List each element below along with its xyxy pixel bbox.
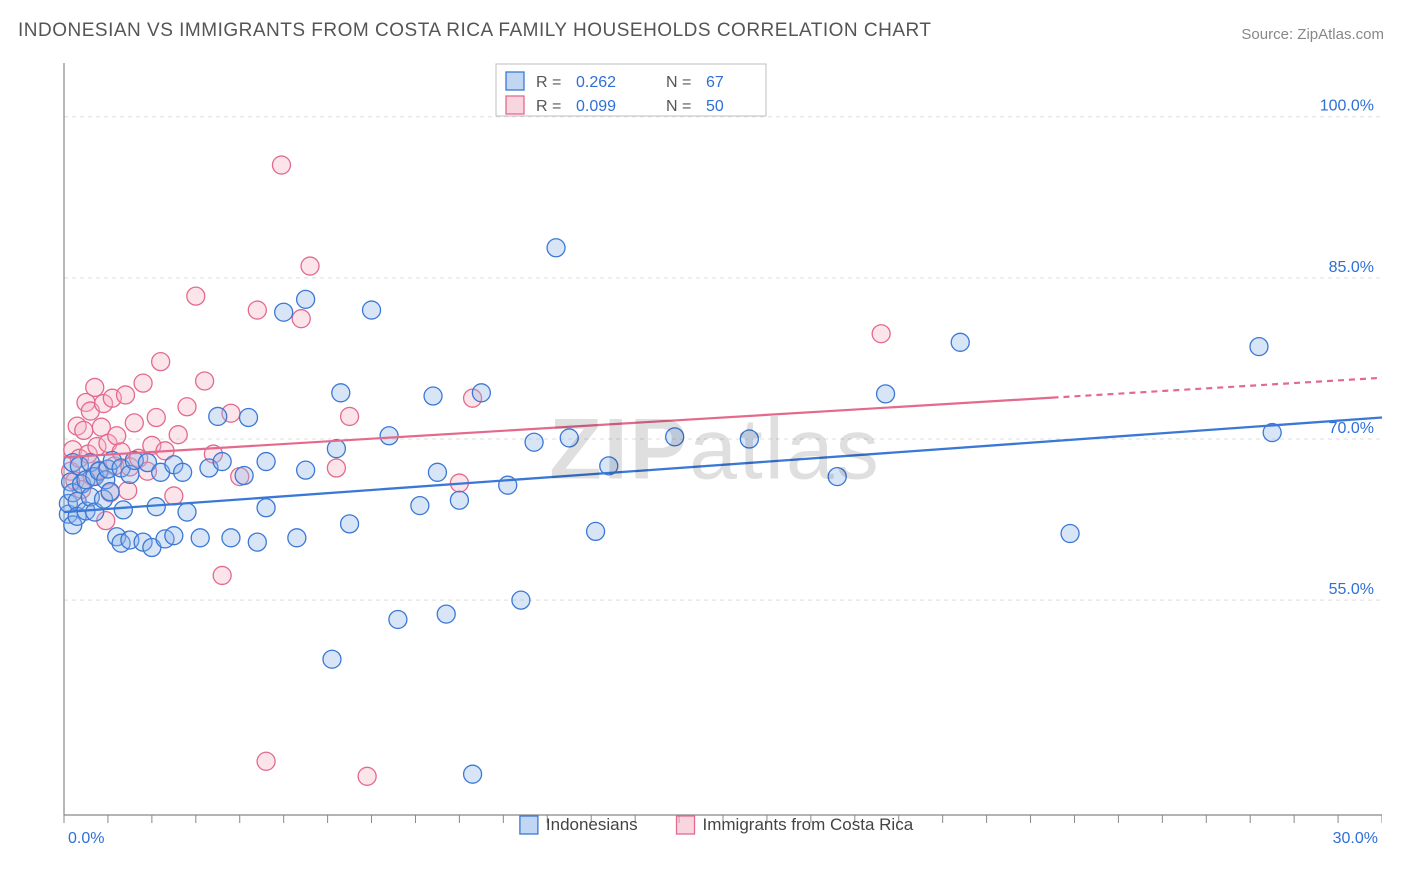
svg-text:70.0%: 70.0%: [1329, 420, 1374, 437]
svg-text:Indonesians: Indonesians: [546, 815, 638, 834]
chart-svg: 55.0%70.0%85.0%100.0%0.0%30.0%Family Hou…: [48, 55, 1382, 845]
source-link[interactable]: ZipAtlas.com: [1297, 26, 1384, 43]
svg-text:100.0%: 100.0%: [1320, 98, 1374, 115]
svg-text:0.0%: 0.0%: [68, 830, 104, 845]
svg-text:55.0%: 55.0%: [1329, 581, 1374, 598]
svg-text:N =: N =: [666, 74, 691, 91]
chart-title: INDONESIAN VS IMMIGRANTS FROM COSTA RICA…: [18, 20, 932, 42]
svg-text:67: 67: [706, 74, 724, 91]
correlation-chart: ZIPatlas 55.0%70.0%85.0%100.0%0.0%30.0%F…: [48, 55, 1382, 845]
svg-text:30.0%: 30.0%: [1333, 830, 1378, 845]
svg-text:0.262: 0.262: [576, 74, 616, 91]
source-prefix: Source:: [1241, 26, 1297, 43]
source-attribution: Source: ZipAtlas.com: [1241, 26, 1384, 43]
svg-text:85.0%: 85.0%: [1329, 259, 1374, 276]
svg-text:R =: R =: [536, 98, 561, 115]
svg-text:R =: R =: [536, 74, 561, 91]
svg-text:0.099: 0.099: [576, 98, 616, 115]
svg-text:50: 50: [706, 98, 724, 115]
svg-text:N =: N =: [666, 98, 691, 115]
svg-text:Immigrants from Costa Rica: Immigrants from Costa Rica: [703, 815, 914, 834]
